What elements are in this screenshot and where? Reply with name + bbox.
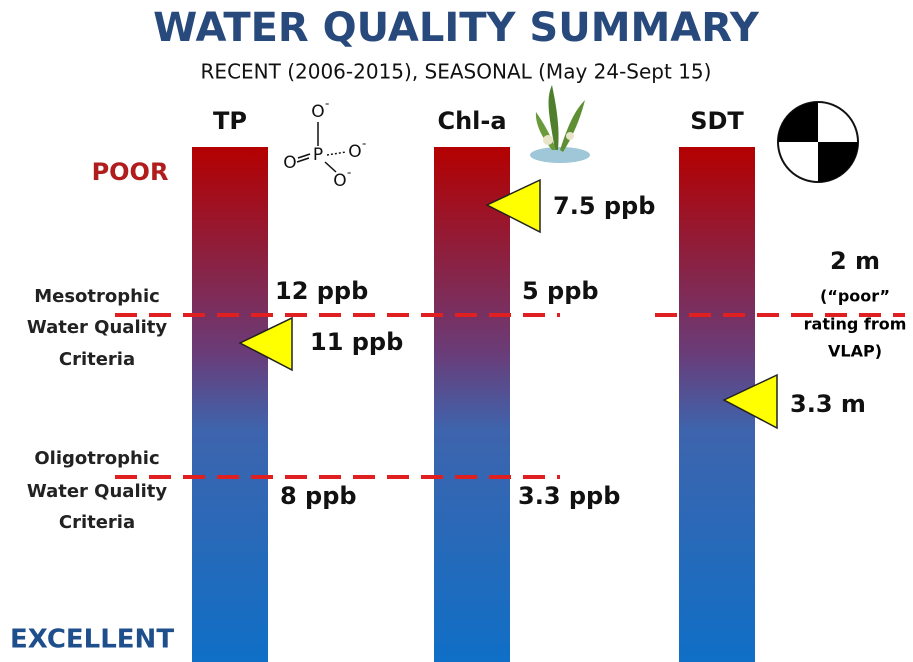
title: WATER QUALITY SUMMARY [153, 5, 760, 51]
secchi-disk [777, 101, 859, 183]
column-label: Chl-a [437, 107, 506, 135]
current-value: 3.3 m [790, 390, 866, 418]
charge: - [362, 137, 366, 151]
scale-bottom: EXCELLENT [10, 625, 174, 655]
bond [324, 161, 337, 173]
current-marker [722, 373, 778, 430]
atom: O [333, 171, 346, 191]
plant-icon [530, 85, 590, 163]
column-label: SDT [690, 107, 744, 135]
water [530, 147, 590, 163]
current-value: 7.5 ppb [553, 192, 655, 220]
flower [566, 132, 574, 140]
atom: O [283, 153, 296, 173]
criteria-label: Criteria [59, 349, 135, 370]
current-marker [238, 316, 293, 372]
oligotrophic-value: 8 ppb [280, 482, 357, 510]
phosphate-icon: O O P O O - - - [283, 97, 366, 192]
column-label: TP [213, 107, 247, 135]
criteria-label: Water Quality [27, 481, 168, 502]
criteria-label: Oligotrophic [34, 448, 159, 469]
quadrant [778, 102, 818, 142]
chla-bar [434, 147, 510, 662]
mesotrophic-value: 2 m [830, 247, 880, 275]
flower [543, 135, 553, 145]
criteria-label: Water Quality [27, 317, 168, 338]
bond [296, 157, 310, 163]
leaf [560, 100, 585, 152]
scale-top: POOR [92, 158, 169, 186]
note: VLAP) [828, 342, 882, 361]
note: (“poor” [820, 287, 890, 306]
bond [297, 153, 311, 159]
tp-bar [192, 147, 268, 662]
note: rating from [804, 315, 907, 334]
bond [326, 151, 347, 156]
atom: O [348, 142, 361, 162]
criteria-label: Criteria [59, 512, 135, 533]
oligotrophic-value: 3.3 ppb [518, 482, 620, 510]
mesotrophic-value: 5 ppb [522, 277, 599, 305]
atom: P [313, 145, 323, 165]
leaf [548, 85, 559, 150]
charge: - [325, 97, 329, 111]
atom: O [311, 102, 324, 122]
subtitle: RECENT (2006-2015), SEASONAL (May 24-Sep… [201, 60, 712, 84]
current-marker [485, 178, 541, 234]
mesotrophic-value: 12 ppb [275, 277, 368, 305]
charge: - [347, 166, 351, 180]
current-value: 11 ppb [310, 328, 403, 356]
criteria-label: Mesotrophic [34, 286, 160, 307]
quadrant [818, 142, 858, 182]
